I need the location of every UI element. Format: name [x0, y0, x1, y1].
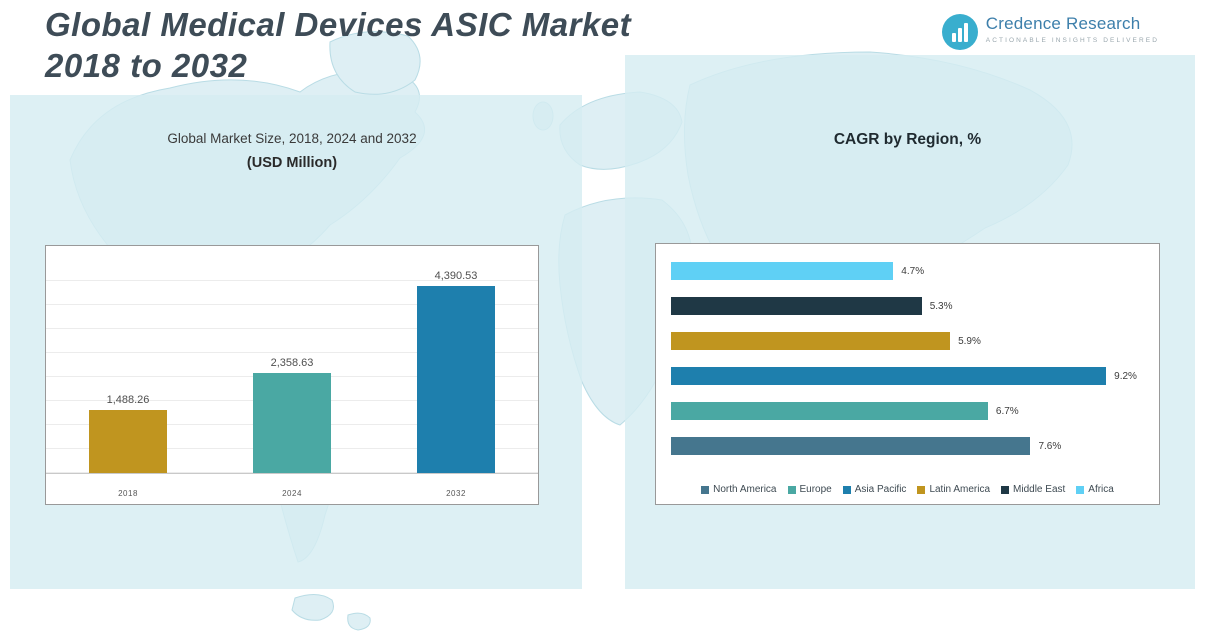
cagr-value-label: 5.9%: [958, 335, 981, 347]
bar-2018: [89, 409, 167, 473]
legend-label: Africa: [1088, 484, 1114, 495]
cagr-bar-africa: [671, 262, 894, 280]
x-axis-label-2018: 2018: [118, 489, 138, 498]
cagr-value-label: 5.3%: [929, 300, 953, 312]
legend-item-middle-east: Middle East: [1001, 484, 1065, 495]
cagr-row-europe: 6.7%: [671, 402, 1144, 420]
cagr-value-label: 4.7%: [901, 265, 925, 277]
logo-bar-icon: [951, 33, 956, 42]
cagr-bars: 4.7% 5.3% 5.9% 9.2% 6.7% 7.6%: [671, 262, 1144, 455]
cagr-bar-middle-east: [671, 297, 922, 315]
legend-item-africa: Africa: [1076, 484, 1114, 495]
market-size-chart-title-line2: (USD Million): [246, 154, 338, 171]
bar-2024: [253, 372, 331, 473]
map-greenland: [329, 31, 421, 95]
legend-item-latin-america: Latin America: [917, 484, 990, 495]
cagr-bar-europe: [671, 402, 988, 420]
bar-chart-in-circle-icon: [941, 14, 978, 50]
legend-item-asia-pacific: Asia Pacific: [842, 484, 907, 495]
legend-label: Latin America: [929, 484, 991, 495]
map-island-1: [291, 594, 334, 621]
legend-swatch-middle-east: [1001, 485, 1010, 494]
legend-swatch-europe: [787, 485, 796, 494]
cagr-chart-title: CAGR by Region, %: [833, 131, 982, 148]
market-size-chart-title: Global Market Size, 2018, 2024 and 2032 …: [45, 128, 539, 176]
legend-item-north-america: North America: [701, 484, 777, 495]
x-axis-label-2032: 2032: [446, 489, 466, 498]
cagr-legend: North America Europe Asia Pacific Latin Ame…: [656, 484, 1159, 495]
bar-column-2032: 4,390.53: [417, 260, 495, 473]
bar-value-label: 1,488.26: [106, 393, 150, 406]
logo-text-block: Credence Research Actionable Insights De…: [986, 14, 1159, 44]
cagr-bar-latin-america: [671, 332, 951, 350]
cagr-row-middle-east: 5.3%: [671, 297, 1144, 315]
legend-swatch-latin-america: [917, 485, 926, 494]
legend-item-europe: Europe: [787, 484, 832, 495]
cagr-row-africa: 4.7%: [671, 262, 1144, 280]
market-size-plot-area: 1,488.26 2,358.63 4,390.53: [46, 260, 538, 474]
legend-label: Europe: [799, 484, 832, 495]
logo-bar-icon: [963, 23, 968, 42]
legend-label: Middle East: [1013, 484, 1066, 495]
page-title-line2: 2018 to 2032: [45, 47, 248, 85]
page-title: Global Medical Devices ASIC Market 2018 …: [45, 4, 631, 87]
cagr-row-asia-pacific: 9.2%: [671, 367, 1144, 385]
bar-2032: [417, 285, 495, 473]
map-island-2: [347, 612, 371, 631]
logo-bar-icon: [957, 28, 962, 42]
page-title-line1: Global Medical Devices ASIC Market: [45, 6, 632, 43]
logo-name: Credence Research: [985, 14, 1141, 33]
cagr-chart-card: 4.7% 5.3% 5.9% 9.2% 6.7% 7.6% North America Eu…: [655, 243, 1160, 505]
market-size-xlabels: 2018 2024 2032: [46, 489, 538, 498]
cagr-row-north-america: 7.6%: [671, 437, 1144, 455]
legend-swatch-north-america: [701, 485, 710, 494]
x-axis-label-2024: 2024: [282, 489, 302, 498]
cagr-value-label: 9.2%: [1114, 370, 1137, 382]
cagr-value-label: 6.7%: [995, 405, 1019, 417]
market-size-bars: 1,488.26 2,358.63 4,390.53: [46, 260, 538, 473]
cagr-value-label: 7.6%: [1038, 440, 1062, 452]
bar-value-label: 2,358.63: [270, 356, 314, 369]
bar-value-label: 4,390.53: [434, 269, 478, 282]
legend-swatch-asia-pacific: [842, 485, 851, 494]
cagr-bar-north-america: [671, 437, 1031, 455]
cagr-bar-asia-pacific: [671, 367, 1107, 385]
bar-column-2018: 1,488.26: [89, 260, 167, 473]
cagr-row-latin-america: 5.9%: [671, 332, 1144, 350]
market-size-chart-card: 1,488.26 2,358.63 4,390.53 2018 2024 2032: [45, 245, 539, 505]
market-size-chart-title-line1: Global Market Size, 2018, 2024 and 2032: [167, 131, 417, 146]
legend-label: North America: [713, 484, 777, 495]
legend-label: Asia Pacific: [854, 484, 907, 495]
bar-column-2024: 2,358.63: [253, 260, 331, 473]
credence-research-logo: Credence Research Actionable Insights De…: [941, 14, 1159, 50]
legend-swatch-africa: [1076, 485, 1085, 494]
logo-tagline: Actionable Insights Delivered: [985, 37, 1159, 44]
